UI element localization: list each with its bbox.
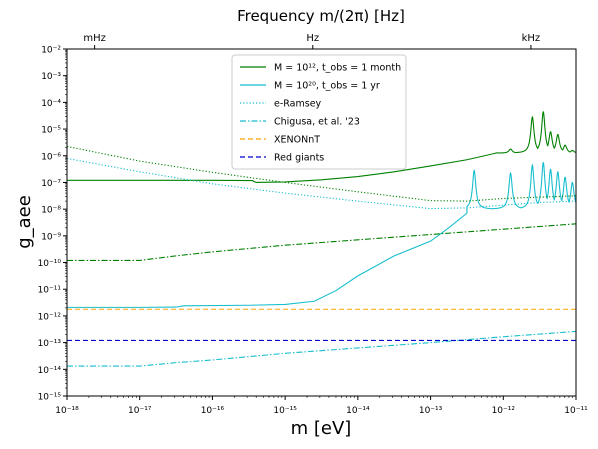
- top-axis-ticks: mHz Hz kHz: [83, 33, 540, 49]
- y-tick-label: 10⁻⁶: [41, 152, 61, 162]
- top-tick-label: mHz: [83, 33, 106, 44]
- y-tick-label: 10⁻⁴: [41, 99, 61, 109]
- x-tick-label: 10⁻¹⁵: [273, 406, 297, 416]
- y-tick-label: 10⁻⁹: [41, 232, 61, 242]
- series-line: [67, 330, 576, 367]
- x-tick-label: 10⁻¹²: [492, 406, 516, 416]
- legend-label: M = 10²⁰, t_obs = 1 yr: [274, 81, 380, 92]
- x-tick-label: 10⁻¹⁶: [201, 406, 225, 416]
- x-axis-label: m [eV]: [291, 418, 352, 439]
- y-tick-label: 10⁻¹⁰: [38, 259, 62, 269]
- y-tick-label: 10⁻⁵: [41, 126, 61, 136]
- series-line: [67, 223, 576, 261]
- x-tick-label: 10⁻¹⁷: [128, 406, 152, 416]
- legend-label: Red giants: [274, 153, 324, 164]
- y-tick-label: 10⁻⁷: [41, 179, 61, 189]
- y-tick-label: 10⁻¹¹: [38, 286, 62, 296]
- y-tick-label: 10⁻³: [41, 72, 61, 82]
- y-tick-label: 10⁻¹³: [38, 339, 62, 349]
- top-tick-label: kHz: [522, 33, 541, 44]
- series-line: [67, 111, 576, 184]
- y-tick-label: 10⁻¹⁵: [38, 393, 62, 403]
- legend-box: [231, 54, 407, 170]
- series-group: [67, 111, 576, 367]
- legend-label: M = 10¹², t_obs = 1 month: [274, 63, 401, 74]
- y-tick-label: 10⁻⁸: [41, 206, 61, 216]
- y-tick-labels: 10⁻² 10⁻³ 10⁻⁴ 10⁻⁵ 10⁻⁶ 10⁻⁷ 10⁻⁸ 10⁻⁹ 10⁻¹⁰ 10⁻…: [38, 46, 62, 403]
- series-line: [67, 145, 576, 202]
- x-tick-labels: 10⁻¹⁸ 10⁻¹⁷ 10⁻¹⁶ 10⁻¹⁵ 10⁻¹⁴ 10⁻¹³ 10⁻¹² 10⁻¹¹: [55, 406, 588, 416]
- x-tick-label: 10⁻¹¹: [564, 406, 588, 416]
- x-tick-label: 10⁻¹⁴: [346, 406, 370, 416]
- legend-label: XENONnT: [274, 135, 320, 146]
- series-line: [67, 162, 576, 308]
- y-tick-label: 10⁻²: [41, 46, 61, 56]
- y-tick-label: 10⁻¹⁴: [38, 366, 62, 376]
- x-tick-label: 10⁻¹³: [419, 406, 443, 416]
- top-axis-title: Frequency m/(2π) [Hz]: [237, 7, 405, 25]
- y-axis-label: g_aee: [14, 195, 35, 249]
- y-tick-label: 10⁻¹²: [38, 312, 62, 322]
- series-line: [67, 157, 576, 210]
- legend-label: Chigusa, et al. '23: [274, 117, 360, 128]
- top-tick-label: Hz: [306, 33, 319, 44]
- legend: M = 10¹², t_obs = 1 month M = 10²⁰, t_obs…: [231, 54, 407, 170]
- legend-label: e-Ramsey: [274, 99, 322, 110]
- plot-frame: [66, 48, 577, 397]
- x-tick-label: 10⁻¹⁸: [55, 406, 79, 416]
